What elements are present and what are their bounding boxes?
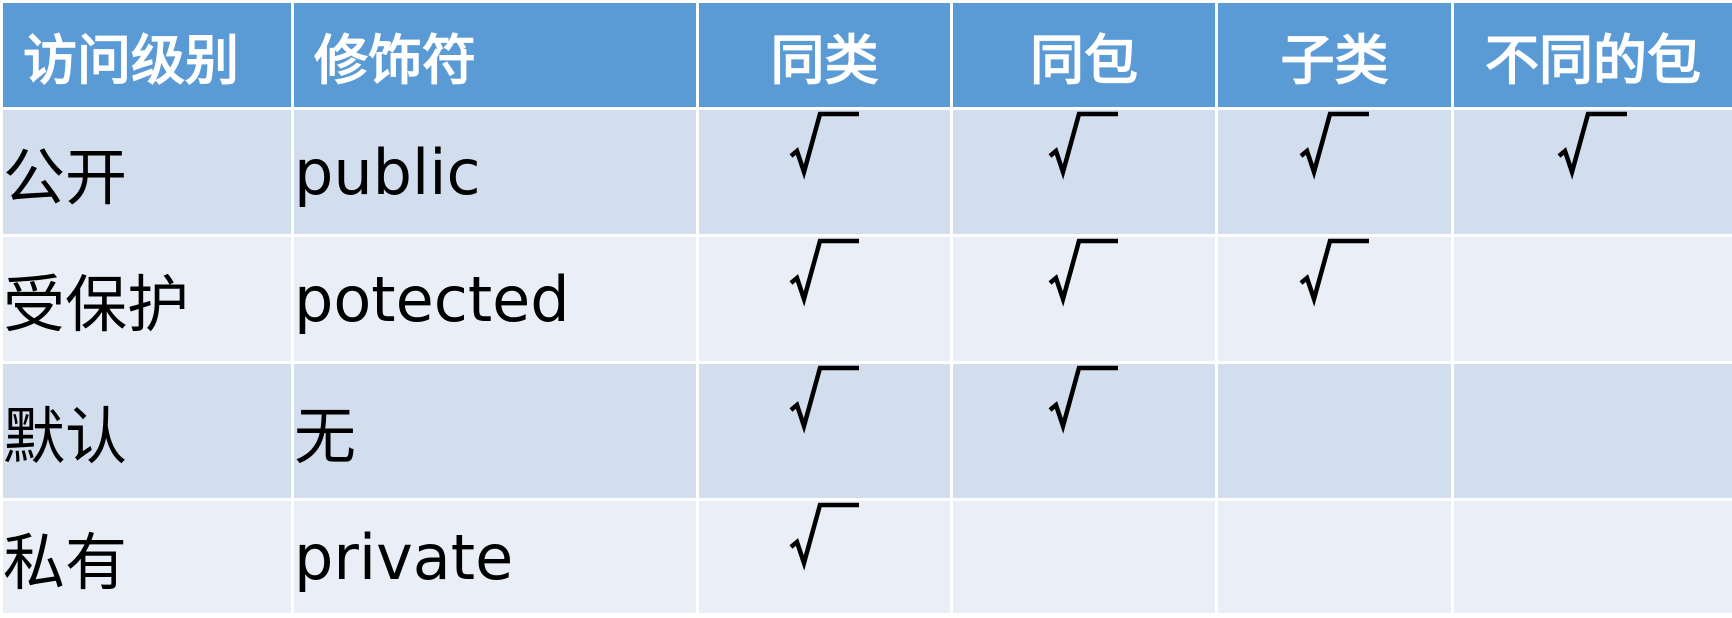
check-mark-icon: [1048, 365, 1120, 435]
subclass-cell: [1215, 234, 1454, 364]
access-level-cell: 默认: [0, 361, 294, 501]
subclass-cell: [1215, 361, 1454, 501]
header-subclass: 子类: [1215, 0, 1454, 110]
same-package-cell: [950, 498, 1218, 616]
check-mark-icon: [1048, 111, 1120, 181]
other-package-cell: [1451, 498, 1732, 616]
check-mark-icon: [789, 365, 861, 435]
check-mark-icon: [789, 111, 861, 181]
modifier-cell: 无: [291, 361, 699, 501]
subclass-cell: [1215, 498, 1454, 616]
access-level-cell: 私有: [0, 498, 294, 616]
table-row: 私有 private: [0, 498, 1732, 616]
other-package-cell: [1451, 107, 1732, 237]
access-level-cell: 受保护: [0, 234, 294, 364]
table-row: 公开 public: [0, 107, 1732, 237]
table-row: 受保护 potected: [0, 234, 1732, 364]
check-mark-icon: [789, 238, 861, 308]
same-package-cell: [950, 107, 1218, 237]
check-mark-icon: [1557, 111, 1629, 181]
check-mark-icon: [1299, 238, 1371, 308]
header-other-package: 不同的包: [1451, 0, 1732, 110]
check-mark-icon: [1299, 111, 1371, 181]
same-class-cell: [696, 234, 953, 364]
subclass-cell: [1215, 107, 1454, 237]
modifier-cell: public: [291, 107, 699, 237]
table-row: 默认 无: [0, 361, 1732, 501]
same-class-cell: [696, 498, 953, 616]
same-package-cell: [950, 234, 1218, 364]
other-package-cell: [1451, 361, 1732, 501]
same-class-cell: [696, 361, 953, 501]
header-same-class: 同类: [696, 0, 953, 110]
header-modifier: 修饰符: [291, 0, 699, 110]
header-same-package: 同包: [950, 0, 1218, 110]
modifier-cell: private: [291, 498, 699, 616]
modifier-cell: potected: [291, 234, 699, 364]
header-access-level: 访问级别: [0, 0, 294, 110]
access-level-cell: 公开: [0, 107, 294, 237]
check-mark-icon: [789, 502, 861, 572]
same-package-cell: [950, 361, 1218, 501]
check-mark-icon: [1048, 238, 1120, 308]
same-class-cell: [696, 107, 953, 237]
header-row: 访问级别 修饰符 同类 同包 子类 不同的包: [0, 0, 1732, 110]
other-package-cell: [1451, 234, 1732, 364]
